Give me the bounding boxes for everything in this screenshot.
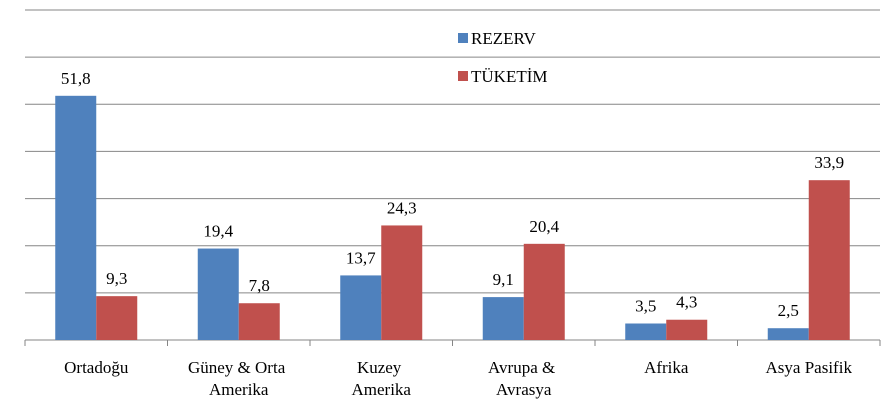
x-tick-label: Kuzey Amerika bbox=[352, 358, 412, 399]
bar bbox=[666, 319, 708, 340]
bar bbox=[238, 303, 280, 340]
bar bbox=[523, 243, 565, 340]
data-label: 2,5 bbox=[778, 301, 799, 320]
bar bbox=[625, 323, 667, 340]
data-label: 4,3 bbox=[676, 293, 697, 312]
data-label: 9,1 bbox=[493, 270, 514, 289]
x-tick-label: Afrika bbox=[644, 358, 689, 377]
bar bbox=[96, 296, 138, 340]
data-label: 7,8 bbox=[249, 276, 270, 295]
bar bbox=[381, 225, 423, 340]
x-tick-label: Avrupa & Avrasya bbox=[488, 358, 559, 399]
bar bbox=[767, 328, 809, 340]
data-label: 3,5 bbox=[635, 297, 656, 316]
x-tick-label: Ortadoğu bbox=[64, 358, 129, 377]
x-tick-label: Güney & Orta Amerika bbox=[188, 358, 290, 399]
bar bbox=[482, 297, 524, 340]
data-label: 51,8 bbox=[61, 69, 91, 88]
data-label: 24,3 bbox=[387, 198, 417, 217]
bar bbox=[808, 180, 850, 340]
data-label: 13,7 bbox=[346, 248, 376, 267]
bar bbox=[197, 248, 239, 340]
data-label: 9,3 bbox=[106, 269, 127, 288]
bar bbox=[55, 95, 97, 340]
legend-swatch bbox=[458, 71, 468, 81]
x-tick-label: Asya Pasifik bbox=[766, 358, 853, 377]
data-label: 20,4 bbox=[529, 217, 559, 236]
legend-swatch bbox=[458, 33, 468, 43]
bar bbox=[340, 275, 382, 340]
data-label: 19,4 bbox=[203, 222, 233, 241]
legend-label: TÜKETİM bbox=[471, 67, 547, 86]
legend-label: REZERV bbox=[471, 29, 536, 48]
data-label: 33,9 bbox=[814, 153, 844, 172]
